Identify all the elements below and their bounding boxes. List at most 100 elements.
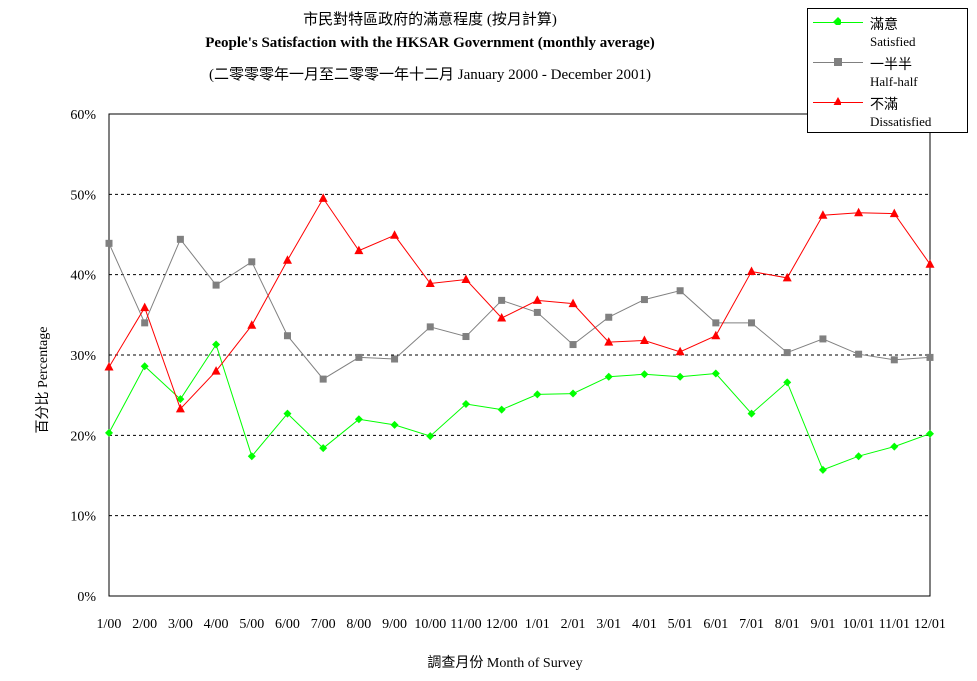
data-point: [498, 296, 506, 304]
legend-label-dissatisfied-en: Dissatisfied: [870, 114, 932, 129]
data-point: [889, 208, 899, 218]
data-point: [569, 341, 577, 349]
data-point: [140, 302, 150, 312]
x-tick-label: 4/01: [632, 617, 657, 632]
data-point: [676, 287, 684, 295]
data-point: [855, 350, 863, 358]
data-point: [568, 298, 578, 308]
data-point: [640, 296, 648, 304]
x-tick-label: 1/00: [97, 617, 122, 632]
x-tick-label: 6/00: [275, 617, 300, 632]
series-group: [104, 193, 935, 474]
series-line-dissatisfied: [108, 197, 931, 410]
x-axis-label: 調查月份 Month of Survey: [427, 656, 583, 671]
data-point: [354, 245, 364, 255]
legend-entry-satisfied: 滿意 Satisfied: [808, 14, 968, 54]
data-point: [639, 335, 649, 345]
x-tick-label: 2/01: [561, 617, 586, 632]
data-point: [605, 313, 613, 321]
data-point: [533, 308, 541, 316]
data-point: [712, 319, 720, 327]
x-tick-label: 8/01: [775, 617, 800, 632]
data-point: [818, 210, 828, 219]
data-point: [533, 390, 542, 399]
data-point: [354, 415, 363, 424]
x-tick-label: 7/01: [739, 617, 764, 632]
data-point: [211, 366, 221, 375]
data-point: [390, 420, 399, 429]
chart-subtitle: People's Satisfaction with the HKSAR Gov…: [205, 35, 655, 51]
data-point: [926, 429, 934, 438]
square-icon: [834, 58, 842, 66]
data-point: [175, 403, 185, 413]
x-tick-label: 11/00: [450, 617, 481, 632]
x-axis-ticks: 1/00 2/00 3/00 4/00 5/00 6/00 7/00 8/00 9/00 10/0…: [97, 617, 946, 632]
data-point: [854, 452, 863, 461]
y-tick-label: 0%: [77, 590, 96, 605]
y-tick-label: 10%: [70, 510, 96, 525]
y-axis-label: 百分比 Percentage: [36, 326, 51, 434]
gridlines: [109, 193, 930, 517]
data-point: [247, 452, 256, 461]
data-point: [747, 266, 757, 275]
data-point: [819, 335, 827, 343]
triangle-icon: [833, 97, 841, 105]
data-point: [141, 319, 149, 327]
data-point: [426, 432, 435, 441]
x-tick-label: 5/00: [239, 617, 264, 632]
x-tick-label: 9/00: [382, 617, 407, 632]
legend: 滿意 Satisfied 一半半 Half-half 不滿 Dissatisfi…: [807, 8, 968, 133]
data-point: [604, 337, 614, 346]
data-point: [711, 369, 720, 378]
legend-label-half-half: 一半半: [870, 58, 912, 73]
data-point: [355, 353, 363, 361]
data-point: [497, 313, 507, 322]
data-point: [604, 372, 613, 381]
data-point: [104, 362, 114, 371]
data-point: [462, 333, 470, 341]
data-point: [247, 320, 257, 329]
data-point: [318, 193, 328, 202]
x-tick-label: 12/01: [914, 617, 946, 632]
series-line-satisfied: [108, 343, 931, 471]
legend-entry-dissatisfied: 不滿 Dissatisfied: [808, 94, 968, 134]
x-tick-label: 6/01: [703, 617, 728, 632]
x-tick-label: 12/00: [486, 617, 518, 632]
y-tick-label: 60%: [70, 108, 96, 123]
series-line-half-half: [108, 238, 931, 380]
data-point: [425, 278, 435, 288]
x-tick-label: 10/01: [843, 617, 875, 632]
legend-entry-half-half: 一半半 Half-half: [808, 54, 968, 94]
y-tick-label: 30%: [70, 349, 96, 364]
y-axis-ticks: 0% 10% 20% 30% 40% 50% 60%: [70, 108, 96, 605]
data-point: [282, 255, 292, 264]
x-tick-label: 9/01: [810, 617, 835, 632]
data-point: [569, 389, 578, 398]
x-tick-label: 11/01: [879, 617, 910, 632]
data-point: [748, 319, 756, 327]
data-point: [176, 395, 185, 404]
data-point: [676, 372, 685, 381]
y-tick-label: 40%: [70, 269, 96, 284]
data-point: [925, 259, 935, 268]
x-tick-label: 1/01: [525, 617, 550, 632]
data-point: [783, 378, 792, 387]
data-point: [782, 272, 792, 282]
data-point: [497, 405, 506, 414]
x-tick-label: 3/01: [596, 617, 621, 632]
data-point: [890, 442, 899, 451]
data-point: [283, 332, 291, 340]
x-tick-label: 7/00: [311, 617, 336, 632]
data-point: [105, 239, 113, 247]
data-point: [212, 281, 220, 289]
data-point: [783, 349, 791, 357]
x-tick-label: 8/00: [346, 617, 371, 632]
legend-label-dissatisfied: 不滿: [870, 98, 898, 113]
data-point: [461, 400, 470, 409]
diamond-icon: [833, 17, 841, 25]
y-tick-label: 50%: [70, 188, 96, 203]
data-point: [390, 230, 400, 239]
x-tick-label: 5/01: [668, 617, 693, 632]
chart-title: 市民對特區政府的滿意程度 (按月計算): [303, 12, 557, 28]
